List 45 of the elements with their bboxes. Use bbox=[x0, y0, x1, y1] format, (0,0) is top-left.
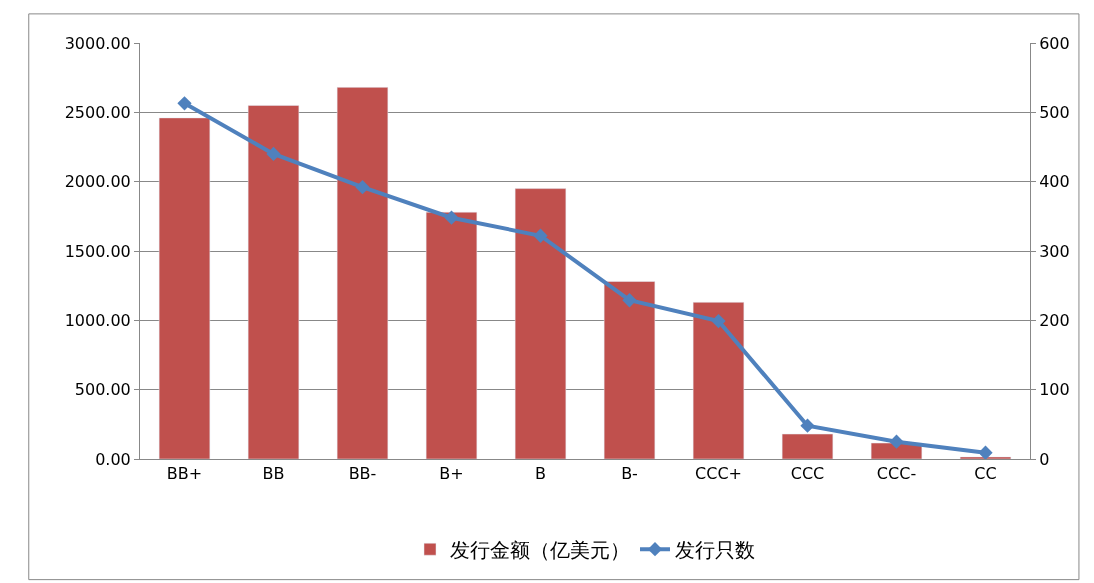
point bbox=[533, 228, 548, 243]
point bbox=[355, 180, 370, 195]
point bbox=[177, 96, 192, 111]
bar bbox=[692, 302, 745, 459]
y2-tick-label: 300 bbox=[1039, 241, 1070, 261]
y-tick-label: 2000.00 bbox=[64, 172, 131, 192]
y2-tick-label: 0 bbox=[1039, 449, 1050, 469]
bar bbox=[425, 211, 478, 459]
y-tick-label: 3000.00 bbox=[64, 33, 131, 53]
y-tick-label: 1000.00 bbox=[64, 310, 131, 330]
x-tick-label: CCC- bbox=[876, 464, 917, 484]
y2-tick-label: 100 bbox=[1039, 380, 1070, 400]
point bbox=[444, 210, 459, 225]
x-tick-label: CCC bbox=[790, 464, 825, 484]
point bbox=[978, 445, 993, 459]
legend-label: 发行只数 bbox=[675, 538, 755, 563]
x-tick-label: B- bbox=[621, 464, 638, 484]
bar bbox=[514, 188, 567, 459]
point bbox=[622, 293, 637, 308]
x-tick-label: BB- bbox=[348, 464, 377, 484]
point bbox=[266, 146, 281, 162]
legend-label: 发行金额（亿美元） bbox=[450, 538, 630, 563]
x-tick-label: BB bbox=[262, 464, 285, 484]
x-tick-label: BB+ bbox=[166, 464, 203, 484]
x-tick-label: B+ bbox=[439, 464, 464, 484]
y-tick-label: 500.00 bbox=[74, 380, 131, 400]
bar bbox=[603, 281, 656, 459]
x-tick-label: CC bbox=[974, 464, 997, 484]
bar bbox=[959, 456, 1012, 459]
x-tick-label: B bbox=[535, 464, 546, 484]
point bbox=[889, 434, 904, 449]
y-tick-label: 1500.00 bbox=[64, 241, 131, 261]
x-tick-label: CCC+ bbox=[695, 464, 742, 484]
bar bbox=[781, 433, 834, 459]
point bbox=[711, 313, 726, 329]
bar bbox=[247, 105, 300, 459]
y-tick-label: 2500.00 bbox=[64, 102, 131, 122]
y-tick-label: 0.00 bbox=[95, 449, 131, 469]
point bbox=[800, 418, 815, 433]
bar bbox=[336, 87, 389, 459]
y2-tick-label: 500 bbox=[1039, 102, 1070, 122]
y2-tick-label: 600 bbox=[1039, 33, 1070, 53]
bar bbox=[158, 117, 211, 459]
y2-tick-label: 200 bbox=[1039, 310, 1070, 330]
y2-tick-label: 400 bbox=[1039, 172, 1070, 192]
